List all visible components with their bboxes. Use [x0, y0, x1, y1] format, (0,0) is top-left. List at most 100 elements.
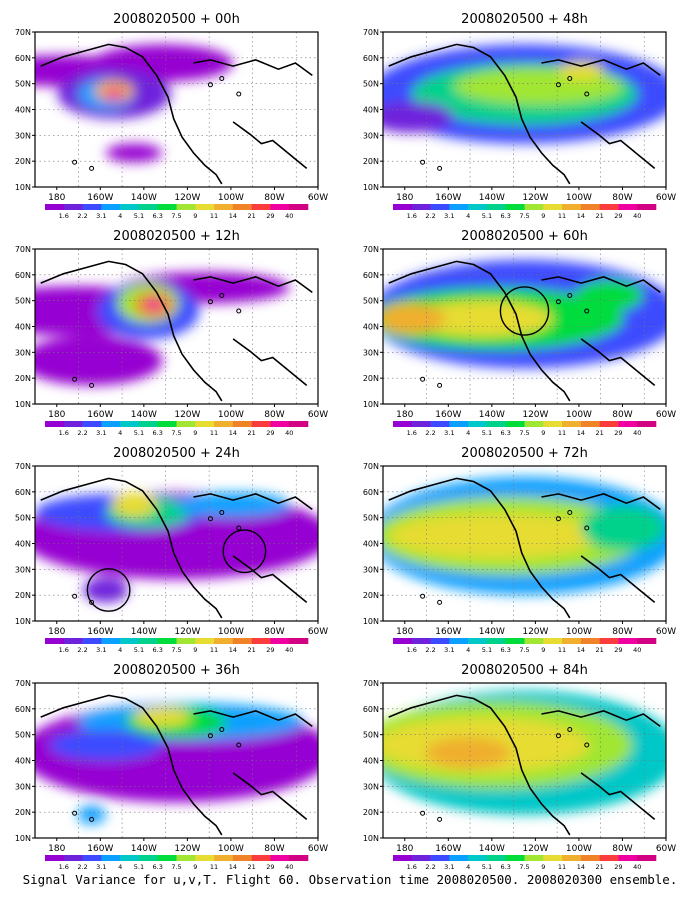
variance-contour	[145, 298, 163, 311]
y-tick-label: 60N	[15, 54, 31, 63]
y-tick-label: 40N	[15, 540, 31, 549]
map-panel: 2008020500 + 84h 10N 20N 30N 40N 50N 60N 70N 180…	[363, 663, 676, 871]
variance-contour	[581, 504, 666, 552]
y-tick-label: 60N	[363, 488, 379, 497]
colorbar-swatch	[524, 855, 544, 861]
y-tick-label: 70N	[363, 28, 379, 37]
colorbar-swatch	[120, 855, 140, 861]
island	[207, 82, 213, 88]
x-tick-label: 100W	[566, 844, 592, 854]
colorbar-label: 6.3	[501, 212, 511, 220]
x-tick-label: 100W	[566, 627, 592, 637]
colorbar-swatch	[486, 855, 507, 861]
island	[207, 516, 213, 522]
x-tick-label: 180	[396, 844, 413, 854]
y-tick-label: 20N	[15, 374, 31, 383]
coastline	[232, 772, 308, 821]
colorbar-label: 11	[210, 212, 218, 220]
colorbar-label: 21	[248, 429, 256, 437]
colorbar-label: 14	[577, 863, 585, 871]
y-tick-label: 40N	[363, 106, 379, 115]
colorbar-swatch	[393, 421, 413, 427]
island	[437, 165, 443, 171]
colorbar-label: 4	[466, 212, 470, 220]
colorbar-swatch	[157, 421, 177, 427]
x-tick-label: 140W	[131, 410, 157, 420]
colorbar-swatch	[45, 638, 65, 644]
y-tick-label: 30N	[363, 782, 379, 791]
panel-title: 2008020500 + 48h	[461, 12, 588, 27]
colorbar-label: 6.3	[501, 863, 511, 871]
y-tick-label: 40N	[363, 540, 379, 549]
island	[584, 91, 590, 97]
y-tick-label: 20N	[363, 374, 379, 383]
island	[89, 599, 95, 605]
colorbar-label: 14	[577, 429, 585, 437]
colorbar-swatch	[251, 638, 271, 644]
colorbar-swatch	[138, 855, 159, 861]
y-tick-label: 60N	[363, 54, 379, 63]
colorbar-label: 9	[541, 863, 545, 871]
colorbar-swatch	[505, 855, 525, 861]
figure-caption: Signal Variance for u,v,T. Flight 60. Ob…	[22, 872, 678, 887]
coastline	[388, 477, 571, 619]
colorbar-swatch	[138, 421, 159, 427]
colorbar-swatch	[63, 421, 83, 427]
x-tick-label: 140W	[479, 410, 505, 420]
x-tick-label: 60W	[656, 627, 676, 637]
colorbar-label: 4	[466, 646, 470, 654]
colorbar-label: 1.6	[59, 429, 69, 437]
colorbar-label: 11	[210, 863, 218, 871]
x-tick-label: 60W	[656, 844, 676, 854]
x-tick-label: 100W	[218, 193, 244, 203]
coastline	[580, 338, 656, 387]
y-tick-label: 10N	[15, 400, 31, 409]
y-tick-label: 40N	[363, 757, 379, 766]
variance-field	[383, 249, 666, 404]
x-tick-label: 160W	[87, 844, 113, 854]
colorbar-label: 40	[285, 212, 293, 220]
x-tick-label: 80W	[264, 627, 284, 637]
y-tick-label: 10N	[363, 183, 379, 192]
colorbar-swatch	[562, 638, 582, 644]
colorbar-label: 1.6	[59, 863, 69, 871]
colorbar-label: 7.5	[171, 646, 181, 654]
colorbar-label: 5.1	[482, 429, 492, 437]
x-tick-label: 60W	[308, 193, 328, 203]
y-tick-label: 20N	[363, 808, 379, 817]
coastline	[388, 43, 571, 185]
observation-circle	[222, 529, 267, 574]
map-panel: 2008020500 + 24h 10N 20N 30N 40N 50N 60N 70N 180…	[15, 446, 328, 654]
colorbar-swatch	[120, 204, 140, 210]
y-tick-label: 70N	[363, 245, 379, 254]
colorbar-swatch	[82, 855, 102, 861]
colorbar-label: 1.6	[59, 646, 69, 654]
colorbar-swatch	[430, 421, 450, 427]
variance-contour	[383, 101, 454, 133]
colorbar-swatch	[637, 855, 657, 861]
colorbar-swatch	[289, 638, 309, 644]
colorbar-swatch	[195, 204, 215, 210]
colorbar-label: 29	[614, 212, 622, 220]
colorbar-swatch	[176, 638, 196, 644]
y-tick-label: 70N	[363, 679, 379, 688]
coastline	[580, 121, 656, 170]
colorbar-swatch	[82, 421, 102, 427]
colorbar-label: 29	[266, 212, 274, 220]
colorbar-label: 5.1	[134, 646, 144, 654]
observation-circle	[499, 286, 550, 336]
variance-field	[383, 32, 666, 187]
x-tick-label: 140W	[131, 844, 157, 854]
x-tick-label: 180	[48, 627, 65, 637]
x-tick-label: 180	[48, 844, 65, 854]
colorbar-swatch	[289, 421, 309, 427]
colorbar-swatch	[580, 855, 600, 861]
colorbar-swatch	[486, 421, 507, 427]
y-tick-label: 50N	[363, 297, 379, 306]
colorbar-swatch	[157, 204, 177, 210]
y-tick-label: 50N	[15, 731, 31, 740]
colorbar-label: 7.5	[519, 646, 529, 654]
colorbar-label: 3.1	[444, 863, 454, 871]
colorbar-swatch	[486, 638, 507, 644]
